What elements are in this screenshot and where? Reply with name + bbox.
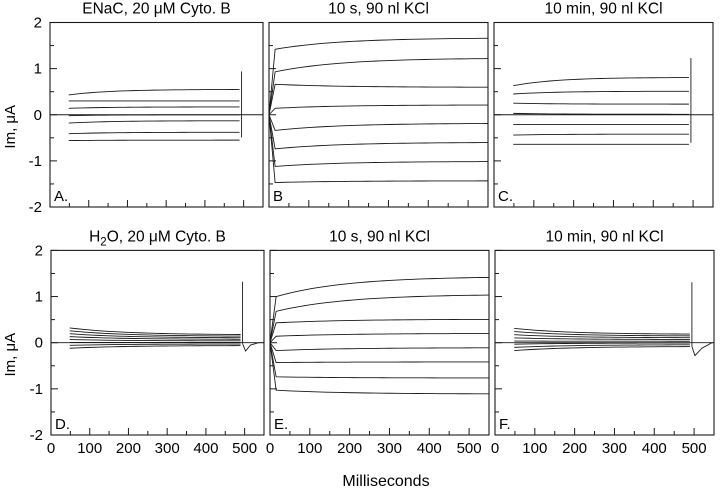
svg-text:200: 200 — [337, 440, 362, 457]
svg-text:2: 2 — [34, 15, 42, 32]
svg-text:10 s, 90 nl KCl: 10 s, 90 nl KCl — [328, 1, 429, 18]
svg-text:1: 1 — [35, 289, 43, 306]
svg-text:300: 300 — [377, 440, 402, 457]
svg-text:F.: F. — [499, 416, 511, 433]
svg-text:C.: C. — [498, 188, 513, 205]
svg-text:-1: -1 — [29, 153, 42, 170]
svg-text:100: 100 — [77, 440, 102, 457]
svg-text:-1: -1 — [30, 381, 43, 398]
svg-text:-2: -2 — [29, 199, 42, 216]
svg-text:1: 1 — [34, 61, 42, 78]
svg-text:A.: A. — [54, 188, 68, 205]
svg-text:400: 400 — [417, 440, 442, 457]
svg-text:500: 500 — [682, 440, 707, 457]
svg-text:0: 0 — [491, 440, 499, 457]
svg-text:300: 300 — [155, 440, 180, 457]
svg-text:E.: E. — [274, 416, 288, 433]
svg-text:400: 400 — [193, 440, 218, 457]
svg-text:-2: -2 — [30, 427, 43, 444]
svg-text:100: 100 — [522, 440, 547, 457]
svg-text:300: 300 — [602, 440, 627, 457]
svg-text:H2O, 20 μM Cyto. B: H2O, 20 μM Cyto. B — [89, 228, 226, 248]
svg-text:0: 0 — [35, 335, 43, 352]
svg-text:0: 0 — [34, 107, 42, 124]
svg-text:0: 0 — [47, 440, 55, 457]
svg-text:0: 0 — [266, 440, 274, 457]
svg-text:500: 500 — [457, 440, 482, 457]
svg-text:10 min, 90 nl KCl: 10 min, 90 nl KCl — [544, 1, 662, 18]
svg-text:100: 100 — [297, 440, 322, 457]
svg-text:D.: D. — [55, 416, 70, 433]
svg-text:Im, μA: Im, μA — [2, 333, 19, 377]
svg-text:200: 200 — [562, 440, 587, 457]
svg-text:2: 2 — [35, 242, 43, 259]
svg-text:B: B — [273, 188, 283, 205]
svg-text:500: 500 — [232, 440, 257, 457]
svg-text:200: 200 — [116, 440, 141, 457]
svg-text:10 min, 90 nl KCl: 10 min, 90 nl KCl — [545, 228, 663, 245]
svg-text:Im, μA: Im, μA — [2, 105, 19, 149]
svg-text:400: 400 — [642, 440, 667, 457]
svg-text:Milliseconds: Milliseconds — [342, 473, 429, 490]
svg-text:10 s, 90 nl KCl: 10 s, 90 nl KCl — [329, 228, 430, 245]
svg-text:ENaC, 20 μM Cyto. B: ENaC, 20 μM Cyto. B — [82, 1, 230, 18]
